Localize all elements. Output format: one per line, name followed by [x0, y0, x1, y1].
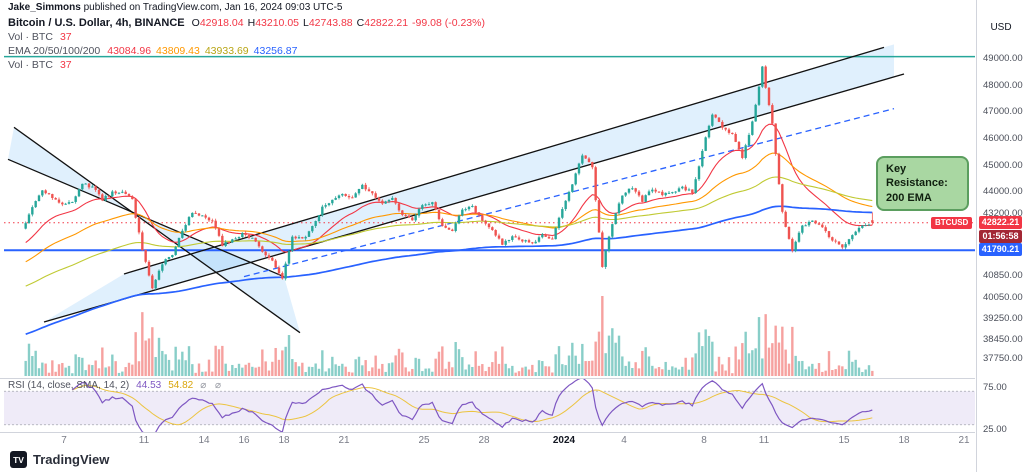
time-tick: 16 [238, 435, 250, 446]
price-tick: 49000.00 [983, 53, 1023, 64]
attribution-text: published on TradingView.com, Jan 16, 20… [80, 2, 343, 13]
attribution: Jake_Simmons published on TradingView.co… [8, 2, 342, 13]
footer: TV TradingView [10, 451, 109, 468]
price-tick: 38450.00 [983, 334, 1023, 346]
price-tick: 44000.00 [983, 186, 1023, 198]
key-resistance-note[interactable]: Key Resistance: 200 EMA [876, 156, 969, 211]
descending-trendline-steep [13, 126, 301, 334]
time-tick: 25 [418, 435, 430, 446]
symbol-price-tag: BTCUSD [931, 216, 973, 229]
rsi-sma-value: 54.82 [168, 380, 194, 391]
rsi-pane [4, 379, 975, 432]
rsi-value: 44.53 [136, 380, 162, 391]
svg-text:TV: TV [13, 455, 24, 465]
price-tick: 40850.00 [983, 270, 1023, 282]
time-tick: 18 [898, 435, 910, 446]
ema-100-line [25, 176, 873, 287]
tradingview-logo-icon: TV [10, 451, 27, 468]
rsi-line [71, 379, 873, 432]
time-tick: 2024 [552, 435, 576, 446]
channel-fills [8, 44, 894, 333]
price-axis[interactable]: USD 49000.00 48000.00 47000.00 46000.00 4500… [976, 0, 1024, 472]
ascending-channel-resistance [123, 46, 885, 275]
ascending-channel-support [43, 73, 905, 323]
time-tick: 14 [198, 435, 210, 446]
price-tick: 40050.00 [983, 291, 1023, 303]
rsi-tick: 75.00 [983, 382, 1007, 393]
rsi-band [4, 391, 975, 425]
rsi-legend: RSI (14, close, SMA, 14, 2) 44.53 54.82 … [8, 380, 224, 391]
time-tick: 21 [338, 435, 350, 446]
level-price-badge: 41790.21 [979, 243, 1022, 257]
ema-50-line [25, 152, 873, 263]
time-tick: 21 [958, 435, 970, 446]
tradingview-brand: TradingView [33, 452, 110, 467]
candles-layer [24, 65, 874, 290]
price-tick: 37750.00 [983, 353, 1023, 364]
ema-lines [25, 123, 873, 335]
currency-label: USD [990, 22, 1012, 33]
time-tick: 11 [758, 435, 770, 446]
time-tick: 11 [138, 435, 150, 446]
time-tick: 15 [838, 435, 850, 446]
price-tick: 39250.00 [983, 313, 1023, 324]
rsi-sma-line [72, 384, 873, 426]
attribution-author: Jake_Simmons [8, 2, 81, 13]
price-tick: 43200.00 [983, 207, 1023, 219]
price-tick: 47000.00 [983, 106, 1023, 118]
hide-indicator-icons[interactable]: ⌀ ⌀ [200, 380, 225, 391]
ema-20-line [25, 123, 873, 253]
rsi-label[interactable]: RSI (14, close, SMA, 14, 2) [8, 380, 130, 391]
bar-countdown-badge: 01:56:58 [979, 229, 1022, 243]
chart-canvas[interactable] [0, 0, 976, 472]
time-tick: 8 [701, 435, 707, 446]
time-tick: 4 [621, 435, 627, 446]
time-tick: 28 [478, 435, 490, 446]
price-tick: 48000.00 [983, 79, 1023, 91]
price-tick: 45000.00 [983, 159, 1023, 171]
price-tick: 46000.00 [983, 133, 1023, 144]
time-axis[interactable]: 7 11 14 16 18 21 25 28 2024 4 8 11 15 18 21 [0, 434, 976, 449]
volume-bars [24, 296, 874, 376]
ascending-channel-fill [44, 44, 894, 322]
time-tick: 18 [278, 435, 290, 446]
ema-200-line [25, 205, 873, 335]
rsi-tick: 25.00 [983, 424, 1007, 435]
descending-wedge-fill [8, 127, 300, 333]
time-tick: 7 [61, 435, 67, 446]
last-price-badge: 42822.21 [979, 215, 1022, 229]
